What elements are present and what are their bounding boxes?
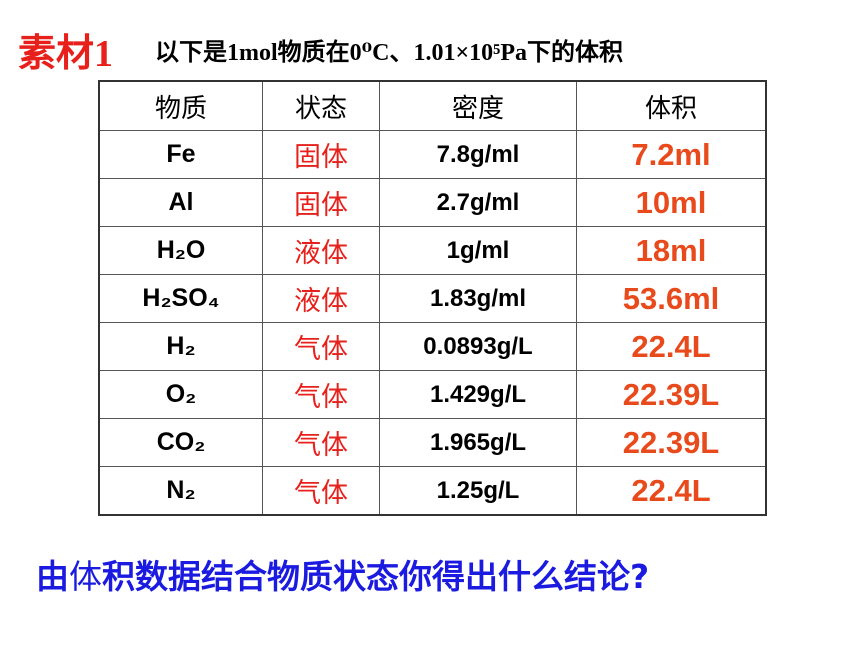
volume-cell: 22.39L bbox=[576, 370, 767, 419]
formula-cell: H₂O bbox=[98, 226, 263, 275]
state-cell: 气体 bbox=[262, 466, 380, 516]
question: 由体积数据结合物质状态你得出什么结论? bbox=[36, 550, 649, 598]
formula-cell: O₂ bbox=[98, 370, 263, 419]
state-cell: 液体 bbox=[262, 274, 380, 323]
table-row: N₂ 气体 1.25g/L 22.4L bbox=[98, 466, 767, 516]
density-cell: 1.429g/L bbox=[379, 370, 577, 419]
slide-label: 素材1 bbox=[18, 33, 114, 75]
density-cell: 0.0893g/L bbox=[379, 322, 577, 371]
data-table: 物质 状态 密度 体积 Fe 固体 7.8g/ml 7.2ml Al 固体 2.7g/ml 10ml… bbox=[98, 80, 767, 516]
question-part: 由 bbox=[36, 557, 69, 596]
header-row: 物质 状态 密度 体积 bbox=[98, 80, 767, 131]
formula-cell: CO₂ bbox=[98, 418, 263, 467]
density-cell: 1.25g/L bbox=[379, 466, 577, 516]
density-cell: 7.8g/ml bbox=[379, 130, 577, 179]
state-cell: 固体 bbox=[262, 130, 380, 179]
formula-cell: Fe bbox=[98, 130, 263, 179]
density-cell: 1.83g/ml bbox=[379, 274, 577, 323]
volume-cell: 10ml bbox=[576, 178, 767, 227]
formula-cell: H₂ bbox=[98, 322, 263, 371]
state-cell: 固体 bbox=[262, 178, 380, 227]
volume-cell: 18ml bbox=[576, 226, 767, 275]
table-row: O₂ 气体 1.429g/L 22.39L bbox=[98, 370, 767, 419]
table-body: Fe 固体 7.8g/ml 7.2ml Al 固体 2.7g/ml 10ml H₂O 液体 1g/m… bbox=[98, 130, 767, 516]
state-cell: 气体 bbox=[262, 418, 380, 467]
volume-cell: 7.2ml bbox=[576, 130, 767, 179]
column-header: 体积 bbox=[576, 80, 767, 131]
formula-cell: N₂ bbox=[98, 466, 263, 516]
table-row: H₂ 气体 0.0893g/L 22.4L bbox=[98, 322, 767, 371]
density-cell: 1.965g/L bbox=[379, 418, 577, 467]
density-cell: 2.7g/ml bbox=[379, 178, 577, 227]
state-cell: 气体 bbox=[262, 322, 380, 371]
volume-cell: 22.4L bbox=[576, 322, 767, 371]
slide-title: 以下是1mol物质在0⁰C、1.01×10⁵Pa下的体积 bbox=[155, 40, 624, 66]
table-row: H₂SO₄ 液体 1.83g/ml 53.6ml bbox=[98, 274, 767, 323]
question-part: 体 bbox=[69, 557, 102, 596]
volume-cell: 22.39L bbox=[576, 418, 767, 467]
column-header: 状态 bbox=[262, 80, 380, 131]
formula-cell: H₂SO₄ bbox=[98, 274, 263, 323]
column-header: 密度 bbox=[379, 80, 577, 131]
table-row: CO₂ 气体 1.965g/L 22.39L bbox=[98, 418, 767, 467]
volume-cell: 53.6ml bbox=[576, 274, 767, 323]
question-part: 积数据结合物质状态你得出什么结论? bbox=[102, 557, 650, 596]
density-cell: 1g/ml bbox=[379, 226, 577, 275]
formula-cell: Al bbox=[98, 178, 263, 227]
table-row: Al 固体 2.7g/ml 10ml bbox=[98, 178, 767, 227]
table-row: Fe 固体 7.8g/ml 7.2ml bbox=[98, 130, 767, 179]
volume-cell: 22.4L bbox=[576, 466, 767, 516]
state-cell: 气体 bbox=[262, 370, 380, 419]
state-cell: 液体 bbox=[262, 226, 380, 275]
table-row: H₂O 液体 1g/ml 18ml bbox=[98, 226, 767, 275]
column-header: 物质 bbox=[98, 80, 263, 131]
